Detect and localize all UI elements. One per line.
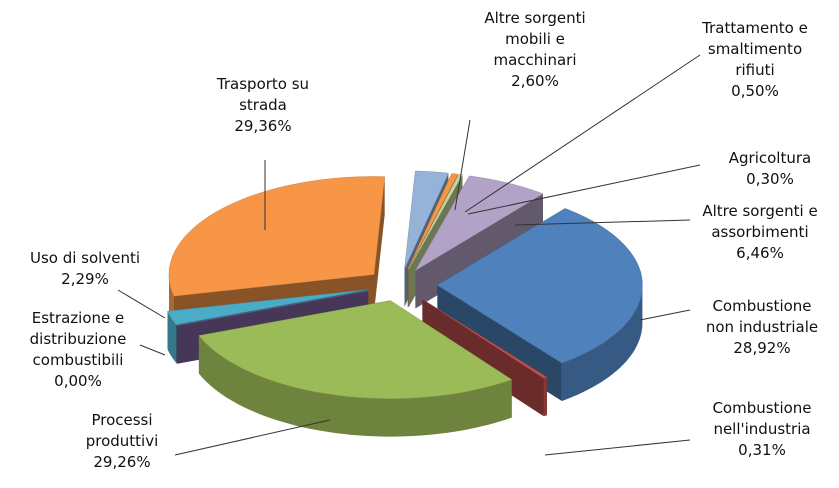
category-name: Altre sorgenti e assorbimenti xyxy=(702,202,818,241)
category-name: Processi produttivi xyxy=(85,411,159,450)
category-name: Uso di solventi xyxy=(29,249,141,267)
leader-line xyxy=(139,344,166,356)
leader-line xyxy=(117,289,166,319)
slice-label: Agricoltura 0,30% xyxy=(715,148,825,190)
slice-label: Combustione nell'industria 0,31% xyxy=(692,398,832,461)
slice xyxy=(176,290,369,327)
leader-line xyxy=(174,419,331,456)
slice-wall xyxy=(374,176,385,313)
slice-label: Altre sorgenti e assorbimenti 6,46% xyxy=(680,201,839,264)
slice xyxy=(167,289,368,325)
category-name: Altre sorgenti mobili e macchinari xyxy=(484,9,586,69)
slice-label: Altre sorgenti mobili e macchinari 2,60% xyxy=(473,8,598,92)
slice xyxy=(168,176,385,297)
leader-line xyxy=(467,164,701,215)
slice-label: Uso di solventi 2,29% xyxy=(5,248,165,290)
category-name: Estrazione e distribuzione combustibili xyxy=(29,309,127,369)
slice-side xyxy=(543,377,547,417)
value-label: 29,36% xyxy=(234,117,292,135)
slice xyxy=(198,300,513,399)
category-name: Combustione nell'industria xyxy=(712,399,812,438)
slice-wall xyxy=(422,299,544,417)
value-label: 6,46% xyxy=(736,244,784,262)
slice-label: Trattamento e smaltimento rifiuti 0,50% xyxy=(690,18,820,102)
value-label: 0,30% xyxy=(746,170,794,188)
slice xyxy=(407,173,459,270)
slice xyxy=(404,170,449,270)
value-label: 0,50% xyxy=(731,82,779,100)
slice-label: Estrazione e distribuzione combustibili 0… xyxy=(3,308,153,392)
slice-label: Trasporto su strada 29,36% xyxy=(203,74,323,137)
value-label: 0,00% xyxy=(54,372,102,390)
category-name: Agricoltura xyxy=(728,149,812,167)
value-label: 29,26% xyxy=(93,453,151,471)
leader-line xyxy=(514,219,691,226)
value-label: 0,31% xyxy=(738,441,786,459)
slice-side xyxy=(167,311,176,363)
leader-line xyxy=(454,119,471,211)
category-name: Trattamento e smaltimento rifiuti xyxy=(702,19,808,79)
slice xyxy=(436,208,643,364)
leader-line xyxy=(544,439,691,456)
slice-label: Processi produttivi 29,26% xyxy=(72,410,172,473)
slice-label: Combustione non industriale 28,92% xyxy=(703,296,821,359)
value-label: 2,29% xyxy=(61,270,109,288)
value-label: 28,92% xyxy=(733,339,791,357)
category-name: Combustione non industriale xyxy=(705,297,819,336)
category-name: Trasporto su strada xyxy=(216,75,310,114)
value-label: 2,60% xyxy=(511,72,559,90)
leader-line xyxy=(639,309,691,321)
slice xyxy=(422,299,548,379)
slice-side xyxy=(198,335,512,437)
leader-line xyxy=(464,54,701,213)
slice-side xyxy=(561,285,643,401)
